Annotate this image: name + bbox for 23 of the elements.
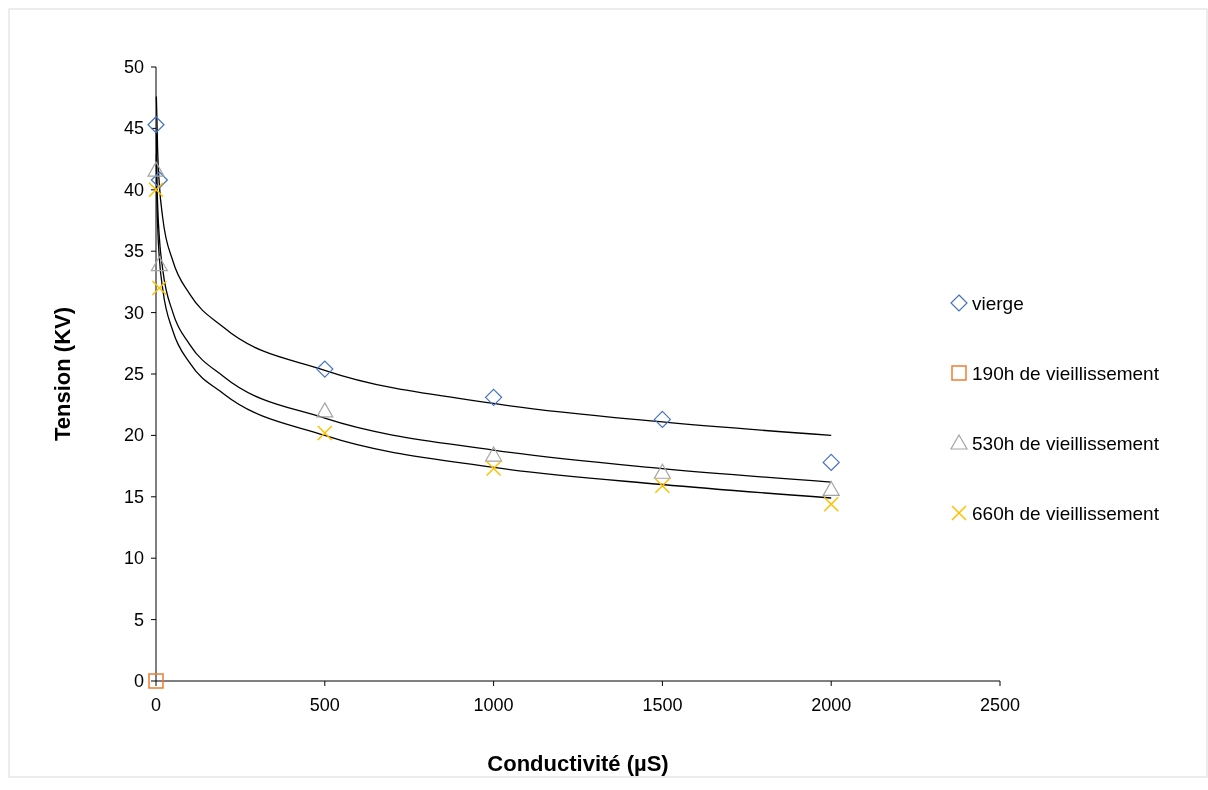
y-tick-label: 40 [123, 179, 144, 200]
x-tick-label: 0 [150, 695, 162, 715]
x-axis-title: Conductivité (µS) [487, 751, 669, 776]
y-tick-label: 20 [123, 425, 144, 446]
y-tick-label: 0 [133, 671, 144, 691]
legend-label: 660h de vieillissement [972, 503, 1160, 524]
x-tick-label: 1000 [473, 695, 514, 715]
x-tick-label: 2500 [979, 695, 1021, 715]
x-tick-label: 1500 [642, 695, 683, 715]
y-tick-label: 5 [133, 609, 144, 630]
legend-label: 530h de vieillissement [972, 433, 1160, 454]
y-tick-label: 10 [123, 548, 144, 569]
x-tick-label: 2000 [811, 695, 852, 715]
x-tick-label: 500 [309, 695, 340, 715]
y-tick-label: 50 [123, 57, 144, 77]
y-tick-label: 45 [123, 118, 144, 139]
y-tick-label: 15 [123, 486, 144, 507]
y-axis-title: Tension (KV) [50, 306, 75, 442]
y-tick-label: 25 [123, 364, 144, 384]
legend-label: 190h de vieillissement [972, 363, 1160, 384]
y-tick-label: 30 [123, 302, 144, 323]
legend-label: vierge [972, 293, 1024, 314]
y-tick-label: 35 [123, 241, 144, 262]
